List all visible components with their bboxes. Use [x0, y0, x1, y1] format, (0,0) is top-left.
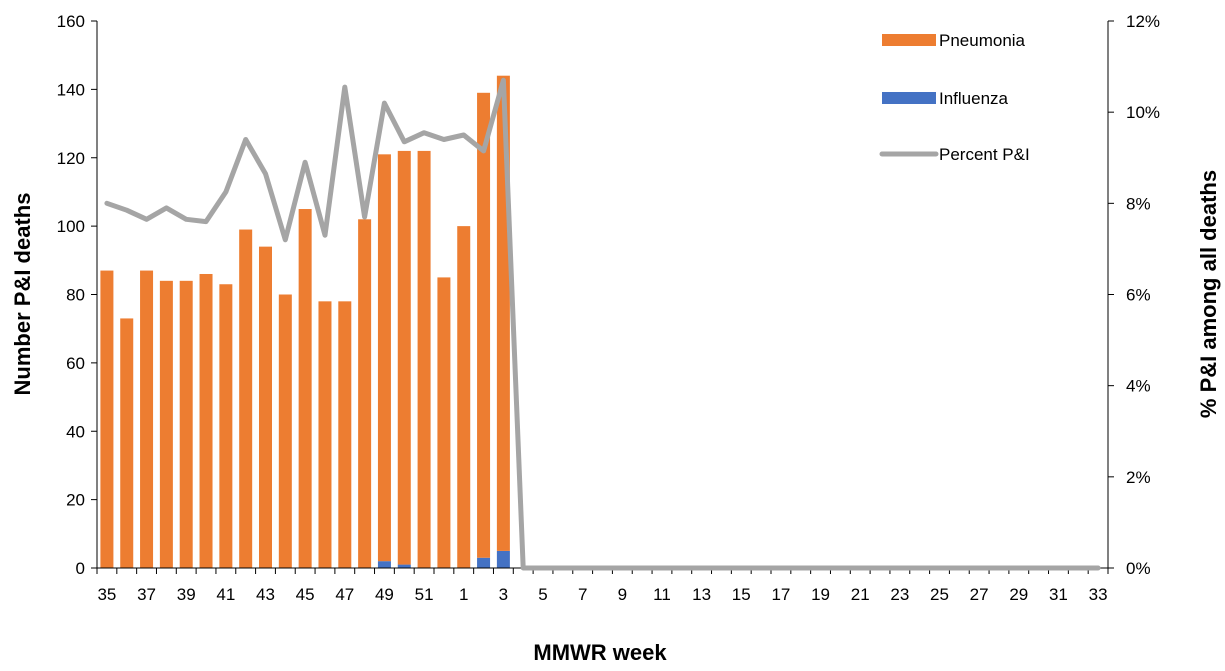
x-tick-label: 47 — [335, 585, 354, 604]
bar-pneumonia — [179, 280, 193, 568]
bar-pneumonia — [159, 280, 173, 568]
legend-swatch-influenza — [882, 92, 936, 104]
x-tick-label: 29 — [1009, 585, 1028, 604]
y2-tick-label: 6% — [1126, 286, 1151, 305]
legend-label-influenza: Influenza — [939, 89, 1009, 108]
line-percent-pi — [104, 77, 1101, 571]
y-tick-label: 80 — [66, 286, 85, 305]
bar-pneumonia — [338, 301, 352, 568]
x-tick-label: 23 — [890, 585, 909, 604]
x-tick-label: 27 — [970, 585, 989, 604]
bar-pneumonia — [437, 277, 451, 568]
x-tick-label: 45 — [296, 585, 315, 604]
x-tick-label: 25 — [930, 585, 949, 604]
line-layer — [104, 77, 1101, 571]
x-axis-title: MMWR week — [533, 640, 667, 665]
y2-axis-title: % P&I among all deaths — [1196, 170, 1221, 418]
y2-tick-label: 8% — [1126, 194, 1151, 213]
x-tick-label: 7 — [578, 585, 587, 604]
bar-pneumonia — [199, 273, 213, 568]
x-tick-label: 9 — [618, 585, 627, 604]
bar-pneumonia — [417, 150, 431, 568]
x-tick-label: 41 — [216, 585, 235, 604]
y-tick-label: 40 — [66, 422, 85, 441]
x-tick-label: 17 — [771, 585, 790, 604]
x-tick-label: 13 — [692, 585, 711, 604]
y2-tick-label: 0% — [1126, 559, 1151, 578]
y-tick-label: 160 — [57, 12, 85, 31]
y-tick-label: 120 — [57, 149, 85, 168]
x-tick-label: 39 — [177, 585, 196, 604]
y-tick-label: 0 — [76, 559, 85, 578]
bar-pneumonia — [120, 318, 134, 568]
y2-tick-label: 4% — [1126, 377, 1151, 396]
x-tick-label: 5 — [538, 585, 547, 604]
bar-influenza — [377, 561, 391, 568]
bar-pneumonia — [397, 150, 411, 565]
legend-label-pneumonia: Pneumonia — [939, 31, 1026, 50]
x-tick-label: 15 — [732, 585, 751, 604]
bar-pneumonia — [298, 209, 312, 568]
x-tick-label: 19 — [811, 585, 830, 604]
x-tick-label: 21 — [851, 585, 870, 604]
bar-pneumonia — [318, 301, 332, 568]
bar-pneumonia — [140, 270, 154, 568]
x-tick-label: 37 — [137, 585, 156, 604]
bar-pneumonia — [259, 246, 272, 568]
bars-layer — [100, 75, 510, 568]
bar-pneumonia — [100, 270, 114, 568]
legend-label-percent: Percent P&I — [939, 145, 1030, 164]
y2-tick-label: 10% — [1126, 103, 1160, 122]
y-axis-title: Number P&I deaths — [10, 193, 35, 396]
legend: Pneumonia Influenza Percent P&I — [879, 31, 1030, 164]
x-tick-label: 1 — [459, 585, 468, 604]
x-tick-label: 35 — [97, 585, 116, 604]
bar-pneumonia — [457, 226, 471, 568]
bar-pneumonia — [219, 284, 233, 568]
bar-pneumonia — [377, 154, 391, 562]
y-tick-label: 60 — [66, 354, 85, 373]
x-tick-label: 11 — [653, 585, 671, 604]
x-tick-label: 51 — [415, 585, 434, 604]
x-tick-label: 31 — [1049, 585, 1068, 604]
y2-tick-label: 2% — [1126, 468, 1151, 487]
x-tick-label: 3 — [499, 585, 508, 604]
bar-pneumonia — [477, 92, 491, 558]
y-tick-label: 100 — [57, 217, 85, 236]
legend-swatch-pneumonia — [882, 34, 936, 46]
x-tick-label: 43 — [256, 585, 275, 604]
bar-pneumonia — [278, 294, 292, 568]
bar-influenza — [496, 550, 510, 568]
bar-influenza — [477, 557, 491, 568]
x-tick-label: 49 — [375, 585, 394, 604]
y-tick-label: 140 — [57, 80, 85, 99]
bar-pneumonia — [239, 229, 253, 568]
bar-influenza — [397, 564, 411, 568]
x-tick-label: 33 — [1089, 585, 1108, 604]
y-tick-label: 20 — [66, 491, 85, 510]
y2-tick-label: 12% — [1126, 12, 1160, 31]
bar-pneumonia — [358, 219, 372, 568]
